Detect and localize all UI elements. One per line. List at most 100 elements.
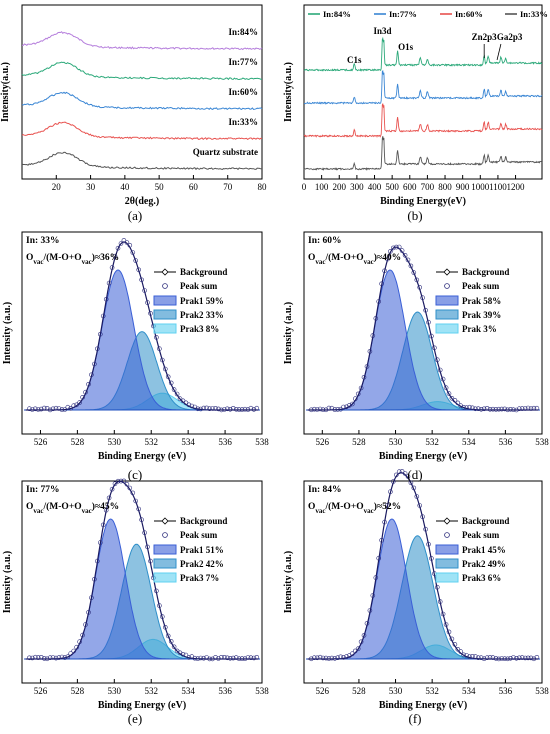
data-point xyxy=(367,349,373,354)
legend-swatch xyxy=(153,558,177,569)
data-point xyxy=(429,556,434,561)
legend-swatch xyxy=(435,558,459,569)
data-point xyxy=(358,639,364,645)
data-point xyxy=(470,405,475,411)
data-point xyxy=(35,407,41,412)
data-point xyxy=(50,655,56,660)
legend-label: Prak 58% xyxy=(462,296,501,306)
data-point xyxy=(142,288,147,293)
x-tick-label: 40 xyxy=(120,182,130,192)
data-point xyxy=(56,655,62,660)
data-point xyxy=(201,655,206,661)
x-tick-label: 800 xyxy=(438,182,452,192)
data-point xyxy=(95,558,100,564)
series-label: In:60% xyxy=(228,87,258,97)
formula-text: /(M-O+O xyxy=(325,252,364,263)
data-point xyxy=(379,537,384,543)
chart-panel-2: 526 528 530 532 534 536 538 Binding Energy (eV)… xyxy=(2,231,269,462)
data-point xyxy=(248,655,254,661)
data-point xyxy=(493,656,499,661)
data-point xyxy=(467,654,472,660)
plot-frame xyxy=(21,4,263,180)
legend-swatch xyxy=(435,544,459,555)
panel-title: In: 33% xyxy=(26,236,60,246)
data-point xyxy=(411,270,417,275)
data-point xyxy=(204,405,209,411)
panel-title: In: 77% xyxy=(26,485,60,495)
data-point xyxy=(382,519,387,525)
data-point xyxy=(213,406,218,411)
data-point xyxy=(326,405,332,411)
data-point xyxy=(370,333,376,338)
annotation-arrow xyxy=(496,43,502,61)
data-point xyxy=(344,654,349,659)
data-point xyxy=(399,469,405,474)
data-point xyxy=(335,655,341,661)
series-label: In:84% xyxy=(228,27,258,37)
legend-label: Prak1 51% xyxy=(180,545,224,555)
data-point xyxy=(516,655,522,661)
data-point xyxy=(405,257,411,263)
data-point xyxy=(519,406,525,411)
peak-annotation: C1s xyxy=(347,55,362,65)
data-point xyxy=(180,651,186,657)
data-point xyxy=(210,406,215,411)
data-point xyxy=(385,256,390,262)
data-point xyxy=(195,656,201,662)
x-tick-label: 532 xyxy=(425,437,439,447)
legend-label: Prak2 42% xyxy=(180,559,224,569)
formula-text: /(M-O+O xyxy=(43,501,82,512)
data-point xyxy=(157,346,162,352)
caption-b: (b) xyxy=(407,208,423,223)
data-point xyxy=(402,471,408,476)
data-point xyxy=(361,633,367,638)
data-point xyxy=(186,655,192,660)
data-point xyxy=(411,485,417,491)
legend-swatch xyxy=(153,295,177,306)
x-tick-label: 536 xyxy=(218,686,232,696)
data-point xyxy=(443,622,449,627)
peak-annotation: Ga2p3 xyxy=(497,32,523,42)
data-point xyxy=(429,333,434,339)
data-point xyxy=(314,407,320,412)
data-point xyxy=(32,406,38,412)
data-point xyxy=(100,313,106,319)
x-tick-label: 20 xyxy=(52,182,62,192)
data-point xyxy=(168,380,174,386)
data-point xyxy=(227,406,233,412)
data-point xyxy=(56,406,62,411)
x-tick-label: 528 xyxy=(71,686,85,696)
y-axis-label: Intensity (a.u.) xyxy=(283,302,294,365)
xrd-series-line xyxy=(22,31,263,51)
formula-text: O xyxy=(308,253,315,263)
data-point xyxy=(59,407,65,412)
data-point xyxy=(27,655,32,661)
survey-series-line xyxy=(303,103,543,138)
formula-text: /(M-O+O xyxy=(325,501,364,512)
data-point xyxy=(74,644,79,650)
data-point xyxy=(382,268,387,274)
data-point xyxy=(473,654,478,659)
data-point xyxy=(38,654,44,660)
legend-swatch xyxy=(435,323,459,334)
data-point xyxy=(207,406,212,412)
x-axis-label: Binding Energy (eV) xyxy=(98,451,186,462)
data-point xyxy=(106,280,112,286)
data-point xyxy=(124,240,130,245)
x-axis-label: Binding Energy (eV) xyxy=(98,700,186,711)
data-point xyxy=(388,249,393,254)
data-point xyxy=(423,307,428,313)
data-point xyxy=(332,656,338,661)
legend-label: Prak 3% xyxy=(462,324,497,334)
xrd-series-line xyxy=(21,91,263,111)
data-point xyxy=(493,407,499,412)
data-point xyxy=(115,478,121,484)
data-point xyxy=(390,245,396,251)
data-point xyxy=(50,406,56,412)
data-point xyxy=(145,544,150,550)
data-point xyxy=(355,391,361,397)
data-point xyxy=(464,653,469,658)
survey-series-line xyxy=(303,36,543,72)
x-tick-label: 526 xyxy=(316,437,330,447)
